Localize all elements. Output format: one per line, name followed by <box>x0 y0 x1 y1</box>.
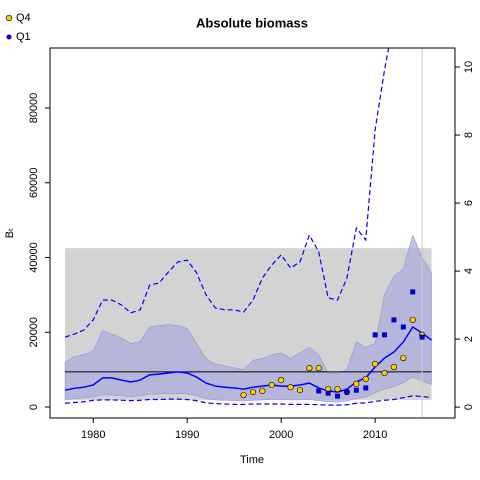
q-point <box>353 380 360 387</box>
q-point <box>315 365 322 372</box>
y2-tick-label: 2 <box>463 336 475 342</box>
plot-frame <box>49 47 456 419</box>
x-tick-label: 2000 <box>269 429 293 441</box>
y2-tick-label: 0 <box>463 404 475 410</box>
q-point <box>391 317 397 323</box>
y-tick-label: 0 <box>28 404 40 410</box>
x-tick-label: 2010 <box>363 429 387 441</box>
q-point <box>278 376 285 384</box>
q-point <box>296 387 304 394</box>
y2-tick-label: 10 <box>463 61 475 73</box>
q-point <box>362 375 369 383</box>
q-point <box>306 365 313 372</box>
y2-tick-label: 6 <box>463 200 475 206</box>
legend-marker <box>6 34 12 40</box>
q-point <box>400 324 406 330</box>
q-point <box>390 363 398 371</box>
q-point <box>381 369 388 377</box>
q-point <box>287 384 294 391</box>
q-point <box>240 391 247 399</box>
lower-line <box>64 395 432 406</box>
chart-title: Absolute biomass <box>196 15 308 30</box>
confidence-band <box>64 234 432 403</box>
q-point <box>372 360 379 368</box>
q-point <box>419 334 425 340</box>
y-tick-label: 80000 <box>28 93 40 124</box>
x-axis-label: Time <box>240 454 264 466</box>
legend-label: Q1 <box>16 31 31 43</box>
y2-tick-label: 8 <box>463 132 475 138</box>
q-point <box>334 385 341 393</box>
y-axis-label: Bₜ <box>4 228 16 239</box>
upper-line <box>64 48 390 338</box>
q-point <box>325 390 331 396</box>
q-point <box>249 388 257 396</box>
x-tick-label: 1990 <box>175 429 199 441</box>
q-point <box>400 354 407 362</box>
q-point <box>409 316 416 324</box>
q-point <box>259 387 266 395</box>
q-point <box>316 388 322 394</box>
y2-tick-label: 4 <box>463 268 475 274</box>
q-point <box>335 393 341 399</box>
q-point <box>372 332 378 338</box>
q-point <box>353 387 359 393</box>
q-point <box>268 381 275 389</box>
plot-area <box>64 48 432 418</box>
legend-label: Q4 <box>16 12 31 24</box>
q-point <box>363 385 369 391</box>
y-tick-label: 20000 <box>28 317 40 348</box>
y-tick-label: 60000 <box>28 167 40 198</box>
q-point <box>344 389 350 395</box>
x-tick-label: 1980 <box>81 429 105 441</box>
legend-marker <box>5 14 13 22</box>
q-point <box>382 332 388 338</box>
y-tick-label: 40000 <box>28 242 40 273</box>
q-point <box>410 289 416 295</box>
estimate-line <box>64 325 432 393</box>
